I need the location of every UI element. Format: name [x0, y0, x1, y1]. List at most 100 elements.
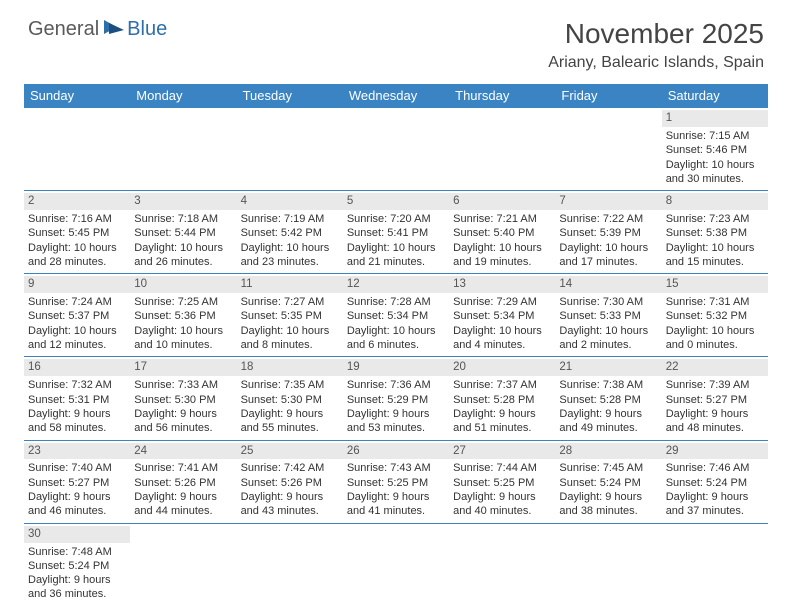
daylight-text: Daylight: 10 hours [666, 324, 764, 338]
sunrise-text: Sunrise: 7:28 AM [347, 295, 445, 309]
sunrise-text: Sunrise: 7:38 AM [559, 378, 657, 392]
sunrise-text: Sunrise: 7:16 AM [28, 212, 126, 226]
calendar-cell: 29Sunrise: 7:46 AMSunset: 5:24 PMDayligh… [662, 440, 768, 523]
daylight-text: and 17 minutes. [559, 255, 657, 269]
daylight-text: and 41 minutes. [347, 504, 445, 518]
sunrise-text: Sunrise: 7:24 AM [28, 295, 126, 309]
calendar-cell: 1Sunrise: 7:15 AMSunset: 5:46 PMDaylight… [662, 108, 768, 191]
daylight-text: Daylight: 10 hours [453, 241, 551, 255]
sunrise-text: Sunrise: 7:33 AM [134, 378, 232, 392]
calendar-row: 16Sunrise: 7:32 AMSunset: 5:31 PMDayligh… [24, 357, 768, 440]
day-number: 11 [237, 276, 343, 293]
day-number: 29 [662, 443, 768, 460]
day-number: 5 [343, 193, 449, 210]
daylight-text: and 56 minutes. [134, 421, 232, 435]
daylight-text: Daylight: 9 hours [453, 407, 551, 421]
day-number: 18 [237, 359, 343, 376]
calendar-cell [24, 108, 130, 191]
sunset-text: Sunset: 5:31 PM [28, 393, 126, 407]
sunset-text: Sunset: 5:28 PM [559, 393, 657, 407]
day-number: 7 [555, 193, 661, 210]
calendar-cell [237, 523, 343, 606]
calendar-table: Sunday Monday Tuesday Wednesday Thursday… [24, 84, 768, 606]
sunrise-text: Sunrise: 7:40 AM [28, 461, 126, 475]
sunrise-text: Sunrise: 7:22 AM [559, 212, 657, 226]
daylight-text: and 15 minutes. [666, 255, 764, 269]
sunrise-text: Sunrise: 7:46 AM [666, 461, 764, 475]
calendar-cell [343, 523, 449, 606]
daylight-text: and 58 minutes. [28, 421, 126, 435]
sunset-text: Sunset: 5:37 PM [28, 309, 126, 323]
sunset-text: Sunset: 5:24 PM [28, 559, 126, 573]
daylight-text: Daylight: 9 hours [28, 573, 126, 587]
calendar-cell: 21Sunrise: 7:38 AMSunset: 5:28 PMDayligh… [555, 357, 661, 440]
daylight-text: Daylight: 9 hours [241, 407, 339, 421]
sunset-text: Sunset: 5:34 PM [347, 309, 445, 323]
sunrise-text: Sunrise: 7:20 AM [347, 212, 445, 226]
daylight-text: and 19 minutes. [453, 255, 551, 269]
calendar-cell: 17Sunrise: 7:33 AMSunset: 5:30 PMDayligh… [130, 357, 236, 440]
daylight-text: and 48 minutes. [666, 421, 764, 435]
logo: General Blue [28, 18, 167, 41]
sunset-text: Sunset: 5:44 PM [134, 226, 232, 240]
calendar-cell: 23Sunrise: 7:40 AMSunset: 5:27 PMDayligh… [24, 440, 130, 523]
calendar-cell: 2Sunrise: 7:16 AMSunset: 5:45 PMDaylight… [24, 191, 130, 274]
calendar-cell [130, 108, 236, 191]
daylight-text: Daylight: 9 hours [559, 490, 657, 504]
daylight-text: Daylight: 10 hours [134, 241, 232, 255]
sunset-text: Sunset: 5:28 PM [453, 393, 551, 407]
calendar-cell [555, 523, 661, 606]
day-number: 2 [24, 193, 130, 210]
daylight-text: and 28 minutes. [28, 255, 126, 269]
daylight-text: and 36 minutes. [28, 587, 126, 601]
day-number: 1 [662, 110, 768, 127]
daylight-text: and 40 minutes. [453, 504, 551, 518]
sunrise-text: Sunrise: 7:23 AM [666, 212, 764, 226]
sunset-text: Sunset: 5:39 PM [559, 226, 657, 240]
sunrise-text: Sunrise: 7:39 AM [666, 378, 764, 392]
sunrise-text: Sunrise: 7:30 AM [559, 295, 657, 309]
calendar-cell: 12 Sunrise: 7:28 AMSunset: 5:34 PMDayligh… [343, 274, 449, 357]
calendar-cell [555, 108, 661, 191]
calendar-cell [343, 108, 449, 191]
sunset-text: Sunset: 5:30 PM [241, 393, 339, 407]
weekday-header: Wednesday [343, 84, 449, 108]
daylight-text: and 44 minutes. [134, 504, 232, 518]
daylight-text: Daylight: 9 hours [134, 407, 232, 421]
day-number: 15 [662, 276, 768, 293]
day-number: 24 [130, 443, 236, 460]
daylight-text: and 23 minutes. [241, 255, 339, 269]
daylight-text: and 4 minutes. [453, 338, 551, 352]
day-number: 6 [449, 193, 555, 210]
day-number: 12 [343, 276, 449, 293]
calendar-cell: 13Sunrise: 7:29 AMSunset: 5:34 PMDayligh… [449, 274, 555, 357]
calendar-cell: 30Sunrise: 7:48 AMSunset: 5:24 PMDayligh… [24, 523, 130, 606]
daylight-text: Daylight: 9 hours [134, 490, 232, 504]
calendar-cell: 7Sunrise: 7:22 AMSunset: 5:39 PMDaylight… [555, 191, 661, 274]
sunset-text: Sunset: 5:30 PM [134, 393, 232, 407]
daylight-text: and 30 minutes. [666, 172, 764, 186]
daylight-text: and 12 minutes. [28, 338, 126, 352]
daylight-text: Daylight: 10 hours [347, 241, 445, 255]
calendar-row: 1Sunrise: 7:15 AMSunset: 5:46 PMDaylight… [24, 108, 768, 191]
month-title: November 2025 [548, 18, 764, 50]
day-number: 10 [130, 276, 236, 293]
calendar-cell: 10Sunrise: 7:25 AMSunset: 5:36 PMDayligh… [130, 274, 236, 357]
day-number: 4 [237, 193, 343, 210]
calendar-cell: 24Sunrise: 7:41 AMSunset: 5:26 PMDayligh… [130, 440, 236, 523]
flag-icon [103, 18, 125, 41]
sunset-text: Sunset: 5:25 PM [347, 476, 445, 490]
sunrise-text: Sunrise: 7:48 AM [28, 545, 126, 559]
calendar-cell [237, 108, 343, 191]
sunrise-text: Sunrise: 7:44 AM [453, 461, 551, 475]
sunset-text: Sunset: 5:45 PM [28, 226, 126, 240]
calendar-row: 9Sunrise: 7:24 AMSunset: 5:37 PMDaylight… [24, 274, 768, 357]
daylight-text: Daylight: 10 hours [241, 241, 339, 255]
calendar-cell: 27Sunrise: 7:44 AMSunset: 5:25 PMDayligh… [449, 440, 555, 523]
daylight-text: Daylight: 9 hours [28, 407, 126, 421]
daylight-text: Daylight: 10 hours [347, 324, 445, 338]
calendar-cell [662, 523, 768, 606]
header: General Blue November 2025 Ariany, Balea… [0, 0, 792, 78]
sunrise-text: Sunrise: 7:31 AM [666, 295, 764, 309]
sunset-text: Sunset: 5:38 PM [666, 226, 764, 240]
